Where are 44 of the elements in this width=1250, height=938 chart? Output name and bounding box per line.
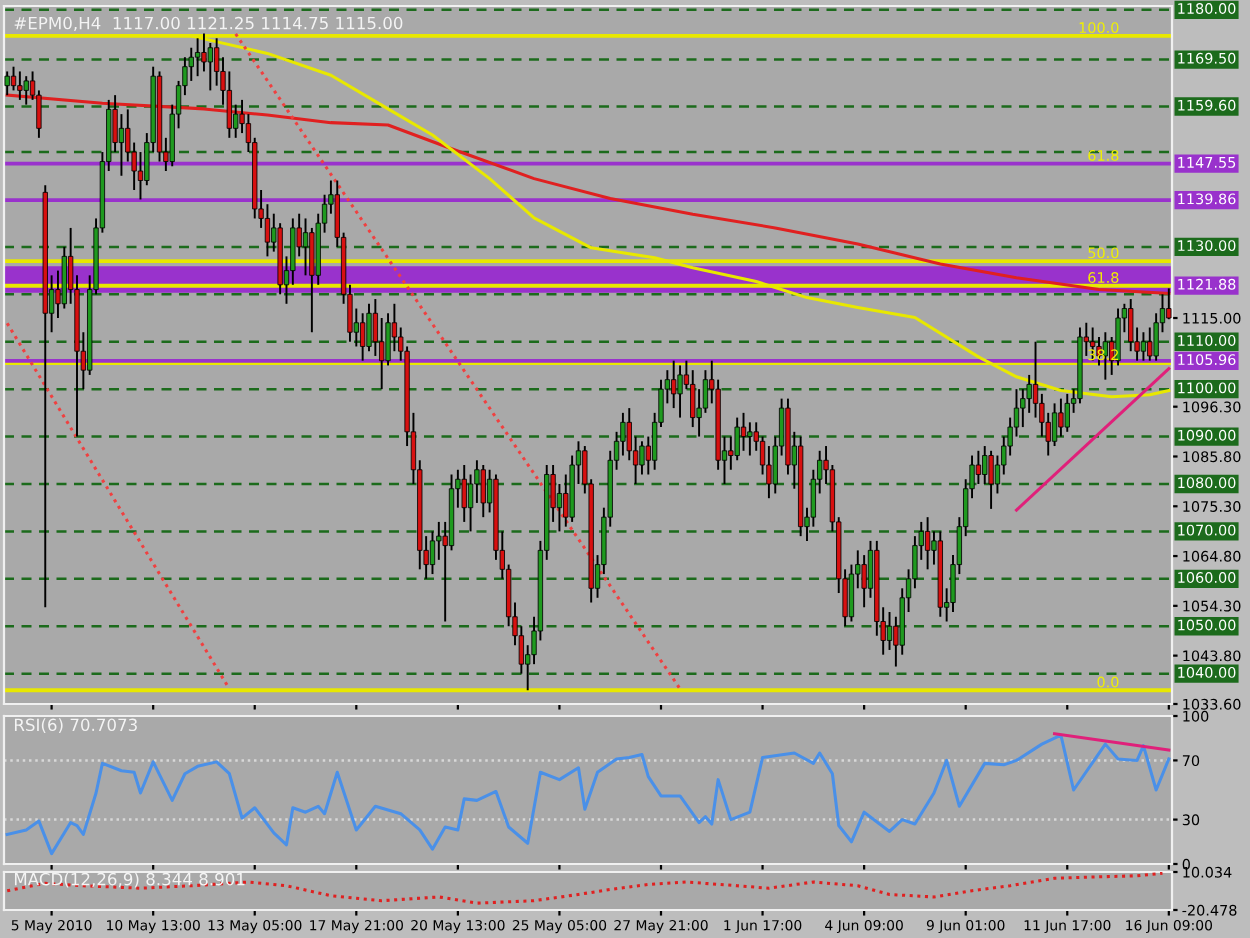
candlestick	[391, 302, 398, 353]
candlestick	[118, 113, 125, 177]
candlestick	[1140, 331, 1147, 362]
candlestick	[886, 611, 893, 651]
chart-title: MACD(12,26,9) 8.344 8.901	[14, 872, 245, 888]
candlestick	[480, 464, 486, 519]
candlestick	[740, 411, 747, 452]
candlestick	[302, 217, 309, 277]
chart-title: RSI(6) 70.7073	[14, 718, 137, 734]
candlestick	[1064, 392, 1070, 433]
candlestick	[982, 445, 988, 485]
candlestick	[677, 364, 683, 419]
candlestick	[429, 530, 436, 576]
candlestick	[747, 421, 753, 457]
candlestick	[671, 359, 677, 410]
candlestick	[461, 464, 467, 523]
candlestick	[734, 416, 740, 462]
candlestick	[690, 369, 696, 429]
line-series	[5, 733, 1171, 856]
candlestick	[366, 302, 372, 353]
candlestick	[639, 440, 645, 476]
candlestick	[309, 226, 315, 334]
candlestick	[861, 554, 867, 609]
candlestick	[1058, 397, 1064, 438]
candlestick	[201, 32, 207, 73]
candlestick	[207, 42, 213, 92]
candlestick	[194, 37, 201, 78]
candlestick	[4, 70, 10, 97]
line-series	[5, 93, 1171, 295]
candlestick	[1115, 307, 1121, 367]
candlestick	[23, 75, 29, 106]
candlestick	[766, 445, 772, 500]
line-series	[5, 872, 1165, 905]
candlestick	[1051, 402, 1058, 448]
candlestick	[1147, 326, 1153, 362]
candlestick	[988, 449, 994, 510]
candlestick	[924, 516, 931, 571]
text: #EPM0,H4 1117.00 1121.25 1114.75 1115.00	[14, 16, 403, 32]
candlestick	[360, 312, 366, 362]
candlestick	[17, 70, 23, 101]
candlestick	[1166, 287, 1172, 321]
candlestick	[10, 65, 17, 92]
candlestick	[975, 449, 982, 485]
candlestick	[1128, 298, 1134, 353]
